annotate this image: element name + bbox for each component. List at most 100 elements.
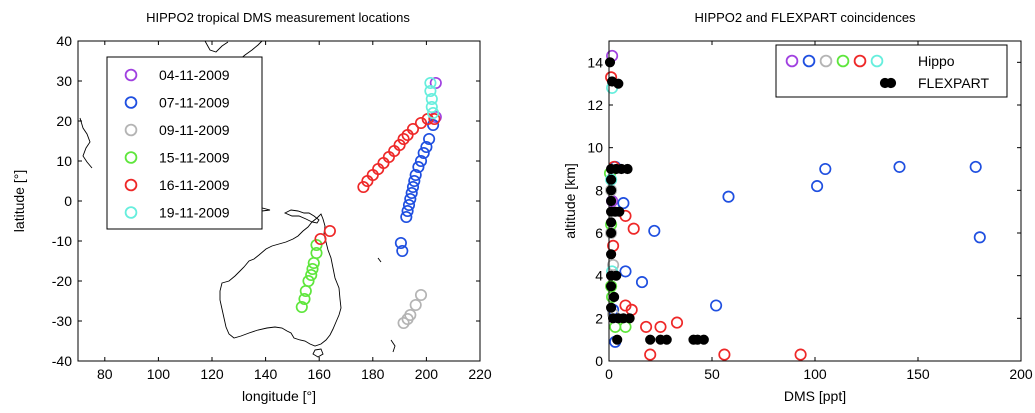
measurement-point [670, 316, 684, 329]
measurement-point [424, 84, 437, 98]
measurement-point [654, 320, 667, 333]
map-legend: 04-11-2009 07-11-2009 09-11-2009 15-11-2009… [106, 56, 263, 230]
asia-coastline [79, 117, 93, 169]
measurement-point [357, 180, 370, 194]
measurement-point [414, 288, 428, 302]
measurement-point [310, 238, 323, 252]
measurement-point [893, 160, 906, 173]
measurement-point [969, 160, 982, 173]
measurement-point [718, 348, 731, 361]
y-tick-label: 2 [595, 310, 603, 326]
legend-entry-label: 09-11-2009 [159, 122, 230, 138]
australia-coastline [219, 213, 342, 347]
measurement-point [408, 174, 421, 188]
y-tick-label: 8 [595, 182, 603, 198]
flexpart-point [613, 78, 624, 89]
measurement-point [397, 316, 410, 330]
measurement-point [406, 122, 420, 136]
measurement-point [605, 173, 618, 186]
y-tick-label: 40 [56, 33, 72, 49]
map-xlabel: longitude [°] [242, 388, 316, 404]
measurement-point [394, 236, 407, 250]
flexpart-point [606, 174, 617, 185]
map-legend-items: 04-11-2009 07-11-2009 09-11-2009 15-11-2009… [124, 67, 230, 221]
measurement-point [404, 308, 417, 322]
measurement-point [310, 246, 323, 260]
measurement-point [429, 76, 442, 90]
measurement-point [420, 140, 433, 154]
measurement-point [710, 299, 723, 312]
y-tick-label: 0 [64, 193, 72, 209]
tasmania-coastline [312, 348, 324, 358]
legend-hippo-marker [853, 54, 867, 68]
measurement-point [635, 276, 649, 289]
x-tick-label: 100 [147, 366, 171, 382]
legend-hippo-marker [870, 54, 884, 68]
y-tick-label: 14 [587, 54, 603, 70]
measurement-point [397, 132, 410, 146]
measurement-point [393, 138, 406, 152]
legend-marker [124, 123, 138, 137]
coincidence-legend-box [775, 44, 1008, 98]
measurement-point [722, 190, 735, 203]
measurement-point [401, 204, 414, 218]
japan-coastline [204, 40, 229, 53]
measurement-point [409, 298, 422, 312]
flexpart-point [698, 334, 709, 345]
flexpart-point [606, 302, 617, 313]
coincidence-xlabel: DMS [ppt] [784, 388, 846, 404]
measurement-point [405, 186, 418, 200]
y-tick-label: -30 [52, 313, 72, 329]
measurement-point [627, 222, 640, 235]
map-title: HIPPO2 tropical DMS measurement location… [146, 10, 410, 25]
y-tick-label: 12 [587, 97, 603, 113]
measurement-point [305, 268, 318, 282]
flexpart-point [609, 291, 620, 303]
x-tick-label: 200 [1009, 366, 1033, 382]
coincidence-ticks: 0 50 100 150 200 0 2 4 6 8 10 12 14 [587, 41, 1033, 382]
map-panel: HIPPO2 tropical DMS measurement location… [11, 10, 492, 404]
coincidence-legend-items [785, 54, 897, 89]
flexpart-point [614, 206, 625, 217]
y-tick-label: 30 [56, 73, 72, 89]
measurement-point [409, 168, 422, 182]
measurement-point [298, 292, 311, 306]
coincidence-ylabel: altitude [km] [562, 163, 578, 238]
measurement-point [402, 198, 416, 212]
map-legend-box [106, 56, 263, 230]
legend-hippo-marker [836, 54, 850, 68]
measurement-point [819, 162, 832, 176]
pacific-island [377, 257, 382, 263]
flexpart-point [645, 334, 656, 345]
y-tick-label: -10 [52, 233, 72, 249]
y-tick-label: 4 [595, 268, 603, 284]
x-tick-label: 100 [803, 366, 827, 382]
legend-label-flexpart: FLEXPART [918, 75, 990, 91]
measurement-point [811, 180, 824, 193]
legend-entry-label: 07-11-2009 [159, 95, 230, 111]
x-tick-label: 180 [361, 366, 385, 382]
measurement-point [427, 106, 440, 120]
measurement-point [619, 265, 632, 278]
y-tick-label: 10 [587, 140, 603, 156]
y-tick-label: 0 [595, 353, 603, 369]
legend-hippo-marker [819, 54, 833, 68]
y-tick-label: -40 [52, 353, 72, 369]
measurement-point [396, 244, 409, 258]
legend-marker [124, 68, 138, 82]
measurement-point [644, 348, 657, 361]
coincidence-panel: HIPPO2 and FLEXPART coincidences 0 50 100 1… [562, 10, 1033, 404]
map-ylabel: latitude [°] [11, 170, 27, 232]
measurement-point [404, 192, 417, 206]
measurement-point [424, 76, 437, 90]
measurement-point [607, 258, 620, 272]
coincidence-legend: Hippo FLEXPART [775, 44, 1008, 98]
map-markers [295, 76, 442, 330]
legend-label-hippo: Hippo [918, 53, 955, 69]
measurement-point [302, 274, 315, 288]
x-tick-label: 80 [97, 366, 113, 382]
flexpart-point [606, 195, 617, 207]
measurement-point [323, 224, 336, 238]
x-tick-label: 200 [415, 366, 439, 382]
measurement-point [417, 146, 430, 160]
